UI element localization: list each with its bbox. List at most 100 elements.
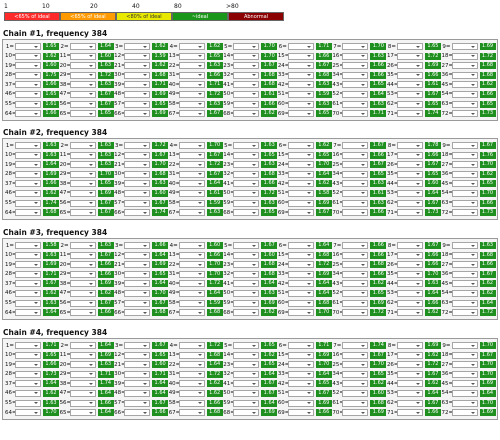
string-select-dropdown[interactable]	[396, 81, 423, 89]
string-select-dropdown[interactable]	[451, 280, 478, 288]
string-select-dropdown[interactable]	[69, 309, 96, 317]
string-select-dropdown[interactable]	[178, 261, 205, 269]
string-select-dropdown[interactable]	[124, 71, 151, 79]
string-select-dropdown[interactable]	[287, 299, 314, 307]
string-select-dropdown[interactable]	[178, 81, 205, 89]
string-select-dropdown[interactable]	[287, 161, 314, 169]
string-select-dropdown[interactable]	[342, 151, 369, 159]
string-select-dropdown[interactable]	[124, 199, 151, 207]
string-select-dropdown[interactable]	[15, 370, 41, 378]
string-select-dropdown[interactable]	[124, 380, 151, 388]
string-select-dropdown[interactable]	[124, 299, 151, 307]
string-select-dropdown[interactable]	[451, 189, 478, 197]
string-select-dropdown[interactable]	[287, 261, 314, 269]
string-select-dropdown[interactable]	[178, 351, 205, 359]
string-select-dropdown[interactable]	[287, 380, 314, 388]
string-select-dropdown[interactable]	[124, 100, 151, 108]
string-select-dropdown[interactable]	[342, 409, 369, 417]
string-select-dropdown[interactable]	[124, 209, 151, 217]
string-select-dropdown[interactable]	[396, 399, 423, 407]
string-select-dropdown[interactable]	[69, 370, 96, 378]
string-select-dropdown[interactable]	[178, 110, 205, 118]
string-select-dropdown[interactable]	[342, 199, 369, 207]
string-select-dropdown[interactable]	[69, 209, 96, 217]
string-select-dropdown[interactable]	[396, 361, 423, 369]
string-select-dropdown[interactable]	[451, 261, 478, 269]
string-select-dropdown[interactable]	[233, 389, 260, 397]
string-select-dropdown[interactable]	[287, 62, 314, 70]
string-select-dropdown[interactable]	[233, 71, 260, 79]
string-select-dropdown[interactable]	[124, 361, 151, 369]
string-select-dropdown[interactable]	[451, 351, 478, 359]
string-select-dropdown[interactable]	[396, 342, 423, 349]
string-select-dropdown[interactable]	[342, 280, 369, 288]
string-select-dropdown[interactable]	[396, 409, 423, 417]
string-select-dropdown[interactable]	[178, 361, 205, 369]
string-select-dropdown[interactable]	[451, 342, 478, 349]
string-select-dropdown[interactable]	[287, 100, 314, 108]
string-select-dropdown[interactable]	[342, 71, 369, 79]
string-select-dropdown[interactable]	[15, 161, 41, 169]
string-select-dropdown[interactable]	[178, 180, 205, 188]
string-select-dropdown[interactable]	[342, 43, 369, 50]
string-select-dropdown[interactable]	[342, 270, 369, 278]
string-select-dropdown[interactable]	[287, 189, 314, 197]
string-select-dropdown[interactable]	[124, 309, 151, 317]
string-select-dropdown[interactable]	[342, 399, 369, 407]
string-select-dropdown[interactable]	[342, 380, 369, 388]
string-select-dropdown[interactable]	[451, 409, 478, 417]
string-select-dropdown[interactable]	[396, 299, 423, 307]
string-select-dropdown[interactable]	[396, 90, 423, 98]
string-select-dropdown[interactable]	[15, 309, 41, 317]
string-select-dropdown[interactable]	[178, 52, 205, 60]
string-select-dropdown[interactable]	[396, 142, 423, 149]
string-select-dropdown[interactable]	[15, 199, 41, 207]
string-select-dropdown[interactable]	[233, 110, 260, 118]
string-select-dropdown[interactable]	[69, 270, 96, 278]
string-select-dropdown[interactable]	[15, 142, 41, 149]
string-select-dropdown[interactable]	[69, 170, 96, 178]
string-select-dropdown[interactable]	[287, 151, 314, 159]
string-select-dropdown[interactable]	[233, 151, 260, 159]
string-select-dropdown[interactable]	[178, 370, 205, 378]
string-select-dropdown[interactable]	[342, 209, 369, 217]
string-select-dropdown[interactable]	[69, 180, 96, 188]
string-select-dropdown[interactable]	[451, 270, 478, 278]
string-select-dropdown[interactable]	[233, 199, 260, 207]
string-select-dropdown[interactable]	[124, 370, 151, 378]
string-select-dropdown[interactable]	[396, 52, 423, 60]
string-select-dropdown[interactable]	[342, 261, 369, 269]
string-select-dropdown[interactable]	[15, 90, 41, 98]
string-select-dropdown[interactable]	[124, 389, 151, 397]
string-select-dropdown[interactable]	[396, 351, 423, 359]
string-select-dropdown[interactable]	[342, 142, 369, 149]
string-select-dropdown[interactable]	[451, 52, 478, 60]
string-select-dropdown[interactable]	[233, 270, 260, 278]
string-select-dropdown[interactable]	[342, 242, 369, 249]
string-select-dropdown[interactable]	[342, 189, 369, 197]
string-select-dropdown[interactable]	[287, 409, 314, 417]
string-select-dropdown[interactable]	[15, 62, 41, 70]
string-select-dropdown[interactable]	[233, 380, 260, 388]
string-select-dropdown[interactable]	[342, 299, 369, 307]
string-select-dropdown[interactable]	[396, 62, 423, 70]
string-select-dropdown[interactable]	[287, 251, 314, 259]
string-select-dropdown[interactable]	[396, 261, 423, 269]
string-select-dropdown[interactable]	[233, 409, 260, 417]
string-select-dropdown[interactable]	[15, 270, 41, 278]
string-select-dropdown[interactable]	[233, 299, 260, 307]
string-select-dropdown[interactable]	[451, 199, 478, 207]
string-select-dropdown[interactable]	[178, 71, 205, 79]
string-select-dropdown[interactable]	[69, 142, 96, 149]
string-select-dropdown[interactable]	[287, 43, 314, 50]
string-select-dropdown[interactable]	[233, 52, 260, 60]
string-select-dropdown[interactable]	[124, 142, 151, 149]
string-select-dropdown[interactable]	[287, 361, 314, 369]
string-select-dropdown[interactable]	[451, 151, 478, 159]
string-select-dropdown[interactable]	[15, 251, 41, 259]
string-select-dropdown[interactable]	[15, 342, 41, 349]
string-select-dropdown[interactable]	[233, 189, 260, 197]
string-select-dropdown[interactable]	[178, 342, 205, 349]
string-select-dropdown[interactable]	[15, 180, 41, 188]
string-select-dropdown[interactable]	[451, 161, 478, 169]
